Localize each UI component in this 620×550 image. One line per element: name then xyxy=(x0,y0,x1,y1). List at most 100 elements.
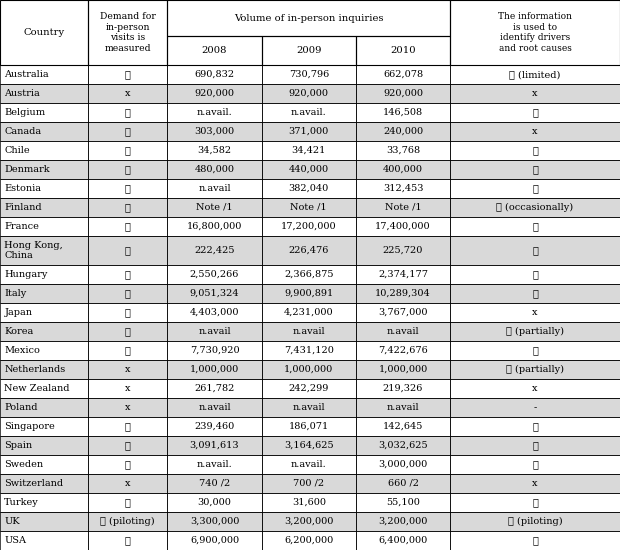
Bar xyxy=(450,379,620,398)
Text: n.avail: n.avail xyxy=(387,327,419,336)
Bar xyxy=(0,84,88,103)
Bar xyxy=(450,160,620,179)
Text: New Zealand: New Zealand xyxy=(4,384,70,393)
Bar xyxy=(0,379,88,398)
Bar xyxy=(88,455,167,474)
Bar xyxy=(167,265,262,284)
Text: x: x xyxy=(533,308,538,317)
Bar xyxy=(450,284,620,303)
Bar xyxy=(262,360,356,379)
Text: n.avail.: n.avail. xyxy=(291,108,327,117)
Bar xyxy=(450,303,620,322)
Bar xyxy=(450,265,620,284)
Bar xyxy=(356,36,450,65)
Bar xyxy=(0,265,88,284)
Bar xyxy=(0,322,88,341)
Bar xyxy=(167,122,262,141)
Bar xyxy=(262,103,356,122)
Text: x: x xyxy=(125,479,130,488)
Bar xyxy=(356,179,450,198)
Text: ✓: ✓ xyxy=(125,165,131,174)
Bar xyxy=(0,322,88,341)
Bar xyxy=(450,493,620,512)
Text: 480,000: 480,000 xyxy=(195,165,234,174)
Bar xyxy=(167,474,262,493)
Text: Demand for
in-person
visits is
measured: Demand for in-person visits is measured xyxy=(100,12,156,53)
Text: Sweden: Sweden xyxy=(4,460,43,469)
Bar xyxy=(167,84,262,103)
Bar xyxy=(356,436,450,455)
Text: ✓: ✓ xyxy=(125,441,131,450)
Bar xyxy=(0,398,88,417)
Bar xyxy=(88,284,167,303)
Bar xyxy=(262,417,356,436)
Bar xyxy=(88,179,167,198)
Text: ✓: ✓ xyxy=(532,222,538,231)
Text: 440,000: 440,000 xyxy=(289,165,329,174)
Text: UK: UK xyxy=(4,517,20,526)
Text: 219,326: 219,326 xyxy=(383,384,423,393)
Bar xyxy=(450,417,620,436)
Bar xyxy=(262,512,356,531)
Bar xyxy=(262,493,356,512)
Text: x: x xyxy=(125,384,130,393)
Text: n.avail: n.avail xyxy=(293,403,325,412)
Bar xyxy=(450,198,620,217)
Bar xyxy=(262,236,356,265)
Bar xyxy=(88,322,167,341)
Bar xyxy=(450,65,620,84)
Bar xyxy=(167,493,262,512)
Bar xyxy=(88,179,167,198)
Bar xyxy=(262,217,356,236)
Text: USA: USA xyxy=(4,536,26,545)
Text: 920,000: 920,000 xyxy=(383,89,423,98)
Bar xyxy=(167,217,262,236)
Bar xyxy=(450,84,620,103)
Text: 2,374,177: 2,374,177 xyxy=(378,270,428,279)
Bar xyxy=(167,436,262,455)
Bar xyxy=(88,217,167,236)
Bar xyxy=(88,198,167,217)
Bar xyxy=(88,512,167,531)
Text: Italy: Italy xyxy=(4,289,27,298)
Text: 239,460: 239,460 xyxy=(195,422,234,431)
Text: ✓: ✓ xyxy=(125,270,131,279)
Bar xyxy=(0,398,88,417)
Bar xyxy=(262,236,356,265)
Bar xyxy=(167,284,262,303)
Bar xyxy=(356,236,450,265)
Text: 660 /2: 660 /2 xyxy=(388,479,418,488)
Bar xyxy=(262,284,356,303)
Bar xyxy=(262,36,356,65)
Text: Mexico: Mexico xyxy=(4,346,40,355)
Bar xyxy=(356,198,450,217)
Text: France: France xyxy=(4,222,39,231)
Bar xyxy=(262,84,356,103)
Bar xyxy=(88,493,167,512)
Bar xyxy=(0,65,88,84)
Bar xyxy=(450,217,620,236)
Bar xyxy=(0,198,88,217)
Bar xyxy=(356,512,450,531)
Bar xyxy=(0,265,88,284)
Bar xyxy=(450,341,620,360)
Bar xyxy=(88,455,167,474)
Bar xyxy=(262,474,356,493)
Bar xyxy=(262,360,356,379)
Bar xyxy=(450,436,620,455)
Text: 730,796: 730,796 xyxy=(289,70,329,79)
Bar xyxy=(262,65,356,84)
Bar xyxy=(262,531,356,550)
Text: ✓: ✓ xyxy=(532,422,538,431)
Text: x: x xyxy=(533,384,538,393)
Text: ✓: ✓ xyxy=(532,270,538,279)
Bar xyxy=(356,493,450,512)
Bar xyxy=(167,265,262,284)
Text: ✓: ✓ xyxy=(532,346,538,355)
Bar xyxy=(356,198,450,217)
Bar xyxy=(167,179,262,198)
Bar xyxy=(356,160,450,179)
Bar xyxy=(450,179,620,198)
Text: 2008: 2008 xyxy=(202,46,228,55)
Bar xyxy=(0,160,88,179)
